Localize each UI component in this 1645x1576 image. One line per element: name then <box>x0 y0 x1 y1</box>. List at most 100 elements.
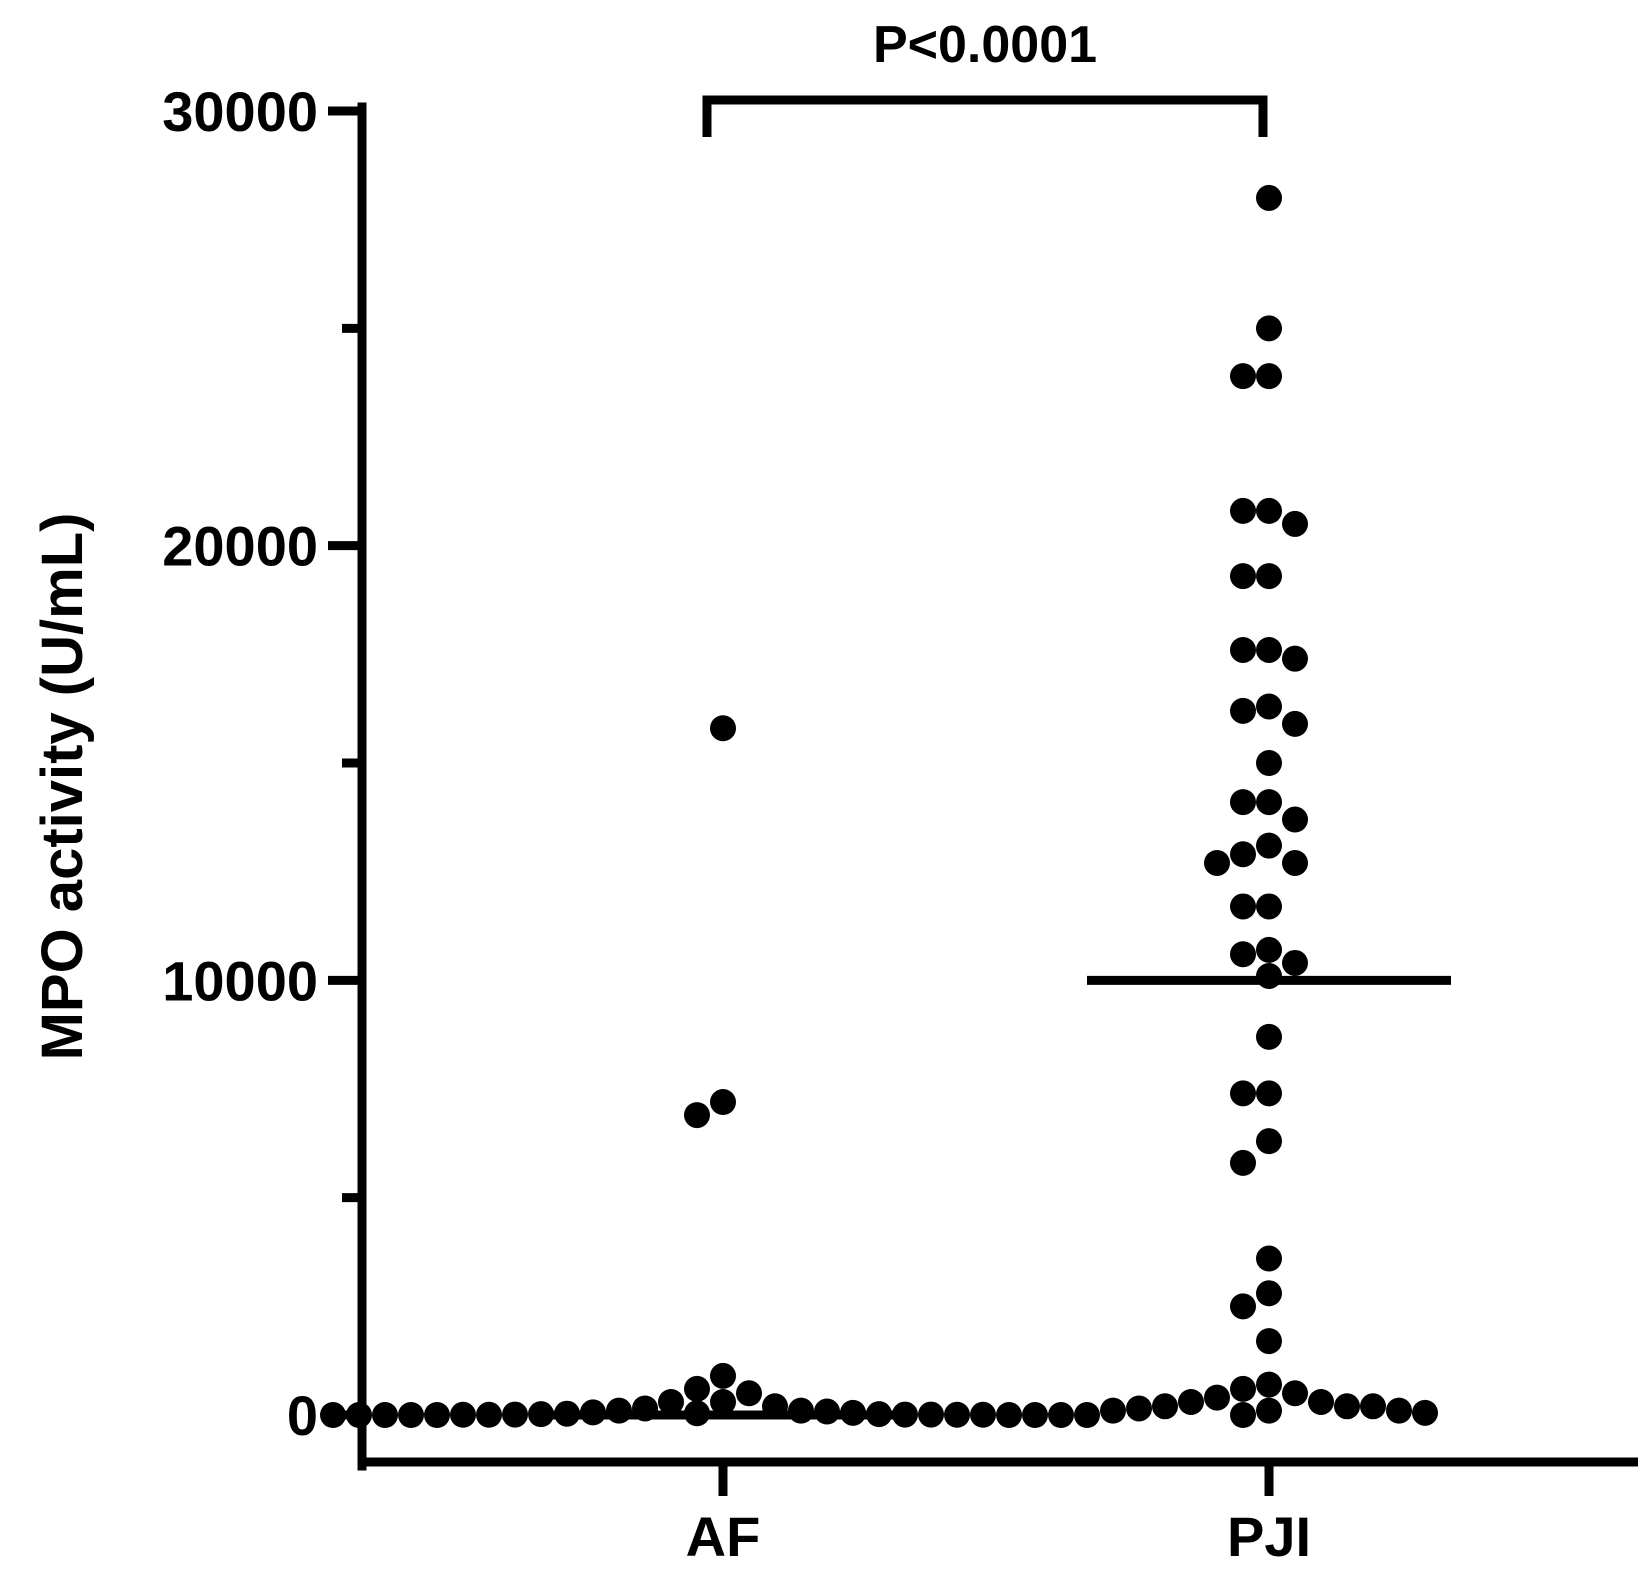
data-point <box>1256 693 1282 720</box>
data-point <box>1074 1402 1100 1428</box>
data-point <box>1256 563 1282 590</box>
data-point <box>996 1402 1022 1428</box>
data-point <box>1308 1388 1334 1415</box>
data-point <box>1256 1128 1282 1155</box>
data-point <box>632 1395 658 1422</box>
data-point <box>1152 1393 1178 1420</box>
data-point <box>1256 750 1282 776</box>
median-lines <box>541 975 1451 1420</box>
data-point <box>1100 1397 1126 1424</box>
data-point <box>944 1401 970 1428</box>
data-point <box>1282 645 1308 672</box>
x-tick-label: AF <box>686 1505 761 1568</box>
data-point <box>1256 1023 1282 1050</box>
data-point <box>1256 1397 1282 1424</box>
significance-annotation: P<0.0001 <box>702 16 1268 137</box>
y-tick-label: 20000 <box>162 515 318 578</box>
data-point <box>320 1402 346 1428</box>
data-point <box>1386 1397 1412 1424</box>
data-point <box>710 1362 736 1389</box>
data-point <box>970 1401 996 1428</box>
data-point <box>1048 1402 1074 1428</box>
significance-bracket <box>702 95 1268 137</box>
data-point <box>372 1402 398 1428</box>
data-point <box>1230 363 1256 390</box>
data-point <box>346 1402 372 1428</box>
y-axis-title: MPO activity (U/mL) <box>30 513 95 1061</box>
data-point <box>1282 849 1308 876</box>
data-point <box>1256 497 1282 524</box>
data-point <box>1230 636 1256 663</box>
data-point <box>1256 363 1282 390</box>
data-point <box>710 1388 736 1415</box>
data-point <box>1334 1393 1360 1420</box>
data-point <box>1256 936 1282 963</box>
data-point <box>1256 1280 1282 1307</box>
data-points <box>320 184 1438 1428</box>
data-point <box>918 1401 944 1428</box>
data-point <box>398 1402 424 1428</box>
data-point <box>1230 1402 1256 1428</box>
data-point <box>1256 1328 1282 1355</box>
data-point <box>1256 636 1282 663</box>
data-point <box>684 1400 710 1427</box>
data-point <box>580 1399 606 1426</box>
x-tick-label: PJI <box>1227 1505 1311 1568</box>
data-point <box>1282 806 1308 833</box>
data-point <box>502 1401 528 1428</box>
data-point <box>1204 1384 1230 1411</box>
data-point <box>1230 497 1256 524</box>
y-tick-label: 30000 <box>162 80 318 143</box>
data-point <box>1256 1371 1282 1398</box>
data-point <box>1256 184 1282 211</box>
data-point <box>1230 1293 1256 1320</box>
data-point <box>1204 849 1230 876</box>
data-point <box>476 1401 502 1428</box>
data-point <box>658 1388 684 1415</box>
data-point <box>1256 789 1282 816</box>
data-point <box>736 1380 762 1407</box>
data-point <box>1022 1402 1048 1428</box>
p-value-label: P<0.0001 <box>873 16 1097 74</box>
data-point <box>1230 1080 1256 1107</box>
data-point <box>1230 841 1256 868</box>
data-point <box>1282 710 1308 737</box>
y-tick-label: 0 <box>287 1384 318 1447</box>
data-point <box>606 1397 632 1424</box>
data-point <box>710 715 736 742</box>
data-point <box>684 1102 710 1129</box>
data-point <box>840 1399 866 1426</box>
data-point <box>1178 1388 1204 1415</box>
data-point <box>1230 1375 1256 1402</box>
data-point <box>1256 893 1282 920</box>
data-point <box>1230 1149 1256 1176</box>
data-point <box>892 1401 918 1428</box>
y-tick-label: 10000 <box>162 949 318 1012</box>
data-point <box>1282 510 1308 537</box>
data-point <box>1230 697 1256 724</box>
data-point <box>1256 1245 1282 1272</box>
data-point <box>1282 949 1308 976</box>
data-point <box>684 1375 710 1402</box>
data-point <box>1256 1080 1282 1107</box>
data-point <box>1230 893 1256 920</box>
data-point <box>1126 1395 1152 1422</box>
data-point <box>1256 315 1282 342</box>
data-point <box>1256 962 1282 989</box>
data-point <box>1230 563 1256 590</box>
axes <box>357 102 1638 1471</box>
y-axis-ticks: 0 10000 20000 30000 AF PJI <box>162 80 1311 1568</box>
data-point <box>528 1401 554 1428</box>
data-point <box>450 1401 476 1428</box>
data-point <box>1282 1380 1308 1407</box>
data-point <box>814 1398 840 1425</box>
data-point <box>554 1400 580 1427</box>
data-point <box>1412 1399 1438 1426</box>
data-point <box>1230 789 1256 816</box>
data-point <box>1360 1393 1386 1420</box>
data-point <box>788 1397 814 1424</box>
data-point <box>424 1402 450 1428</box>
data-point <box>1230 941 1256 968</box>
data-point <box>710 1089 736 1116</box>
